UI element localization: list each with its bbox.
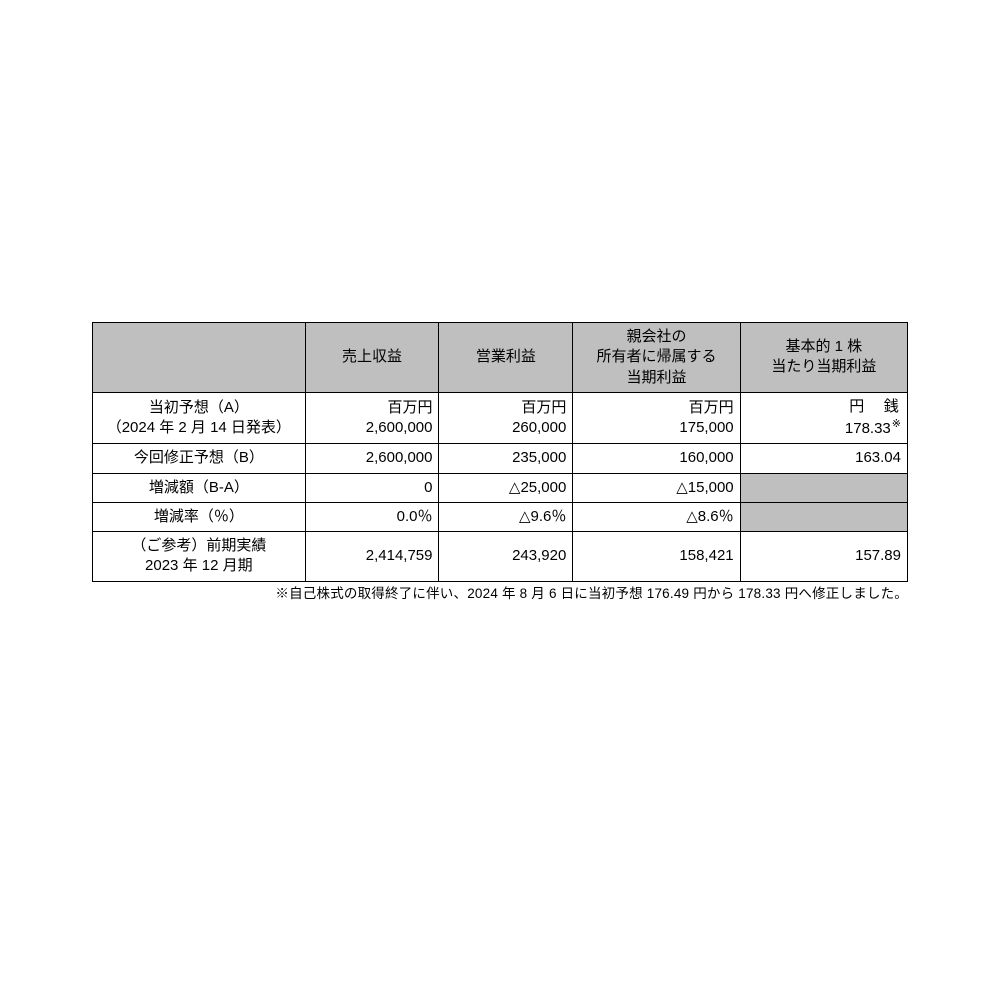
cell-unit: 百万円 bbox=[445, 398, 566, 418]
financial-forecast-table: 売上収益 営業利益 親会社の所有者に帰属する当期利益 基本的 1 株当たり当期利… bbox=[92, 322, 908, 582]
row-label: 増減率（％） bbox=[93, 502, 306, 531]
cell-unit: 百万円 bbox=[312, 398, 433, 418]
cell-value: △8.6％ bbox=[579, 507, 733, 527]
data-cell bbox=[740, 502, 907, 531]
cell-value: 0.0％ bbox=[312, 507, 433, 527]
table-header-row: 売上収益 営業利益 親会社の所有者に帰属する当期利益 基本的 1 株当たり当期利… bbox=[93, 323, 908, 393]
cell-value: 175,000 bbox=[579, 418, 733, 438]
cell-value: 2,414,759 bbox=[312, 546, 433, 566]
cell-value: 2,600,000 bbox=[312, 418, 433, 438]
table-body: 当初予想（A）（2024 年 2 月 14 日発表）百万円2,600,000百万… bbox=[93, 392, 908, 581]
table-row: 増減率（％） 0.0％ △9.6％ △8.6％ bbox=[93, 502, 908, 531]
data-cell: 2,414,759 bbox=[305, 532, 439, 582]
cell-value: 260,000 bbox=[445, 418, 566, 438]
cell-value: △9.6％ bbox=[445, 507, 566, 527]
cell-value: △25,000 bbox=[445, 478, 566, 498]
table-row: 今回修正予想（B） 2,600,000 235,000 160,000 163.04 bbox=[93, 444, 908, 473]
data-cell: 百万円2,600,000 bbox=[305, 392, 439, 444]
data-cell: △8.6％ bbox=[573, 502, 740, 531]
cell-value: 163.04 bbox=[747, 448, 901, 468]
table-row: 増減額（B-A） 0 △25,000 △15,000 bbox=[93, 473, 908, 502]
header-empty bbox=[93, 323, 306, 393]
data-cell: 2,600,000 bbox=[305, 444, 439, 473]
cell-value: 235,000 bbox=[445, 448, 566, 468]
row-label: 増減額（B-A） bbox=[93, 473, 306, 502]
data-cell: △9.6％ bbox=[439, 502, 573, 531]
cell-value: 0 bbox=[312, 478, 433, 498]
cell-value: 160,000 bbox=[579, 448, 733, 468]
table-row: （ご参考）前期実績2023 年 12 月期 2,414,759 243,920 158… bbox=[93, 532, 908, 582]
cell-value: 178.33※ bbox=[747, 417, 901, 439]
data-cell: 160,000 bbox=[573, 444, 740, 473]
header-operating-income: 営業利益 bbox=[439, 323, 573, 393]
data-cell: 163.04 bbox=[740, 444, 907, 473]
data-cell: △25,000 bbox=[439, 473, 573, 502]
cell-value: 158,421 bbox=[579, 546, 733, 566]
data-cell: 243,920 bbox=[439, 532, 573, 582]
data-cell: 0.0％ bbox=[305, 502, 439, 531]
cell-value: △15,000 bbox=[579, 478, 733, 498]
data-cell: 百万円175,000 bbox=[573, 392, 740, 444]
data-cell: 0 bbox=[305, 473, 439, 502]
cell-unit: 円 銭 bbox=[747, 397, 901, 417]
row-label: 今回修正予想（B） bbox=[93, 444, 306, 473]
header-eps: 基本的 1 株当たり当期利益 bbox=[740, 323, 907, 393]
cell-unit: 百万円 bbox=[579, 398, 733, 418]
footnote-mark: ※ bbox=[892, 418, 901, 430]
header-revenue: 売上収益 bbox=[305, 323, 439, 393]
row-label: 当初予想（A）（2024 年 2 月 14 日発表） bbox=[93, 392, 306, 444]
data-cell: 235,000 bbox=[439, 444, 573, 473]
data-cell: 157.89 bbox=[740, 532, 907, 582]
row-label: （ご参考）前期実績2023 年 12 月期 bbox=[93, 532, 306, 582]
data-cell: 円 銭178.33※ bbox=[740, 392, 907, 444]
financial-forecast-table-container: 売上収益 営業利益 親会社の所有者に帰属する当期利益 基本的 1 株当たり当期利… bbox=[92, 322, 908, 582]
cell-value: 2,600,000 bbox=[312, 448, 433, 468]
data-cell: 158,421 bbox=[573, 532, 740, 582]
table-row: 当初予想（A）（2024 年 2 月 14 日発表）百万円2,600,000百万… bbox=[93, 392, 908, 444]
table-footnote: ※自己株式の取得終了に伴い、2024 年 8 月 6 日に当初予想 176.49… bbox=[275, 582, 908, 602]
cell-value: 157.89 bbox=[747, 546, 901, 566]
data-cell: 百万円260,000 bbox=[439, 392, 573, 444]
cell-value: 243,920 bbox=[445, 546, 566, 566]
data-cell bbox=[740, 473, 907, 502]
data-cell: △15,000 bbox=[573, 473, 740, 502]
header-net-income: 親会社の所有者に帰属する当期利益 bbox=[573, 323, 740, 393]
